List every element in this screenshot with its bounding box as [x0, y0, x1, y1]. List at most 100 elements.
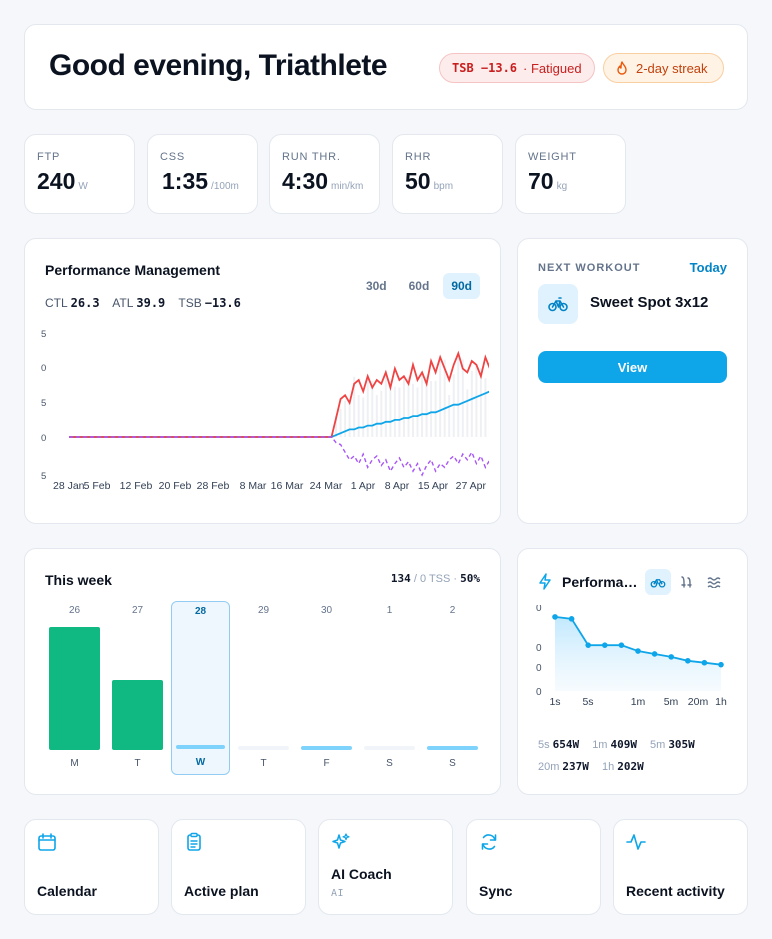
x-tick-label: 5s	[582, 696, 593, 708]
range-30d-button[interactable]: 30d	[365, 279, 387, 293]
pmc-chart: 28 Jan 5 Feb 12 Feb 20 Feb 28 Feb 8 Mar 16 Mar…	[41, 329, 489, 492]
day-column-f-30[interactable]: 30 F	[297, 601, 356, 775]
view-workout-button[interactable]: View	[538, 351, 727, 383]
x-tick-label: 15 Apr	[418, 480, 449, 492]
range-60d-button[interactable]: 60d	[408, 279, 430, 293]
power-curve-point	[718, 661, 724, 668]
metric-css[interactable]: CSS 1:35/100m	[147, 134, 258, 214]
tsb-line	[69, 436, 489, 477]
tss-bar	[407, 376, 410, 437]
tss-bar	[439, 357, 442, 437]
streak-badge: 2-day streak	[603, 53, 724, 83]
workout-date-link[interactable]: Today	[689, 260, 727, 275]
day-column-t-27[interactable]: 27 T	[108, 601, 167, 775]
page-title: Good evening, Triathlete	[49, 49, 388, 82]
quick-link-active-plan[interactable]: Active plan	[171, 819, 306, 915]
tss-bar	[412, 383, 414, 437]
x-tick-label: 20m	[688, 696, 709, 708]
x-tick-label: 1 Apr	[351, 480, 376, 492]
refresh-icon	[481, 834, 497, 850]
power-curve-title: Performance	[562, 574, 638, 590]
tss-bar	[366, 376, 369, 437]
x-tick-label: 12 Feb	[120, 480, 153, 492]
tss-bar	[461, 359, 464, 437]
flame-icon	[617, 61, 627, 75]
day-date: 26	[68, 605, 81, 616]
quick-link-calendar[interactable]: Calendar	[24, 819, 159, 915]
metric-label: RHR	[405, 151, 432, 163]
day-date: 28	[194, 606, 207, 617]
day-date: 2	[449, 605, 456, 616]
bike-icon	[538, 284, 578, 324]
atl-value: 39.9	[136, 296, 166, 310]
metric-run-threshold[interactable]: RUN THR. 4:30 min/km	[269, 134, 380, 214]
tss-bar	[470, 371, 473, 437]
greeting-header: Good evening, Triathlete TSB −13.6 · Fat…	[24, 24, 748, 110]
y-tick-label: 0	[536, 605, 542, 614]
y-tick-label: 0	[536, 687, 542, 698]
sport-swim-tab[interactable]	[701, 569, 727, 595]
tss-bar	[344, 400, 347, 437]
tsb-badge-value: TSB −13.6	[452, 61, 518, 75]
power-bests-row-2: 20m 237W 1h 202W	[538, 760, 644, 773]
metric-weight[interactable]: WEIGHT 70 kg	[515, 134, 626, 214]
metric-value: 50 bpm	[405, 168, 454, 194]
metric-label: CSS	[160, 151, 186, 163]
x-tick-label: 27 Apr	[456, 480, 487, 492]
quick-link-sync[interactable]: Sync	[466, 819, 601, 915]
day-column-t-29[interactable]: 29 T	[234, 601, 293, 775]
quick-link-ai-coach[interactable]: AI Coach AI	[318, 819, 453, 915]
power-curve-point	[685, 657, 691, 664]
y-tick-label: 0	[41, 363, 46, 374]
pmc-title: Performance Management	[45, 262, 221, 278]
tss-bar	[425, 376, 428, 437]
tss-bar	[443, 359, 446, 437]
power-curve-point	[618, 642, 625, 648]
quick-link-sublabel: AI	[331, 888, 345, 899]
day-of-week: T	[134, 758, 141, 769]
power-curve-chart: 0 0 0 0 1s 5s 1m 5m 20m 1h	[536, 605, 727, 708]
sport-run-tab[interactable]	[673, 569, 699, 595]
day-of-week: S	[386, 758, 393, 769]
x-tick-label: 24 Mar	[310, 480, 343, 492]
quick-link-label: AI Coach	[331, 866, 392, 882]
power-bests-row-1: 5s 654W 1m 409W 5m 305W	[538, 738, 695, 751]
day-of-week: W	[195, 757, 206, 768]
tss-bar	[380, 390, 383, 437]
tss-bar	[375, 395, 378, 437]
power-curve-point	[602, 642, 608, 648]
y-tick-label: 0	[536, 663, 542, 674]
swim-icon	[707, 577, 721, 588]
y-tick-label: 0	[41, 433, 46, 444]
metric-rhr[interactable]: RHR 50 bpm	[392, 134, 503, 214]
day-column-m-26[interactable]: 26 M	[45, 601, 104, 775]
day-of-week: S	[449, 758, 456, 769]
calendar-icon	[38, 833, 56, 851]
tss-bar	[457, 353, 460, 437]
next-workout-label: NEXT WORKOUT	[538, 262, 641, 274]
sport-bike-tab[interactable]	[645, 569, 671, 595]
tss-bar	[393, 386, 396, 437]
tss-bar	[353, 376, 356, 437]
tss-bar	[484, 378, 487, 437]
tss-bar	[402, 376, 405, 437]
power-curve-point	[568, 616, 575, 622]
day-of-week: F	[323, 758, 330, 769]
tss-bar	[466, 389, 469, 437]
range-90d-button[interactable]: 90d	[443, 273, 480, 299]
sparkles-icon	[332, 833, 350, 849]
metric-value: 1:35/100m	[162, 168, 239, 194]
quick-link-recent-activity[interactable]: Recent activity	[613, 819, 748, 915]
day-column-w-28[interactable]: 28 W	[171, 601, 230, 775]
quick-link-label: Recent activity	[626, 883, 725, 899]
workout-name: Sweet Spot 3x12	[590, 294, 709, 311]
x-tick-label: 28 Feb	[197, 480, 230, 492]
ctl-value: 26.3	[70, 296, 100, 310]
y-tick-label: 5	[41, 471, 46, 482]
day-of-week: T	[260, 758, 267, 769]
metric-ftp[interactable]: FTP 240 W	[24, 134, 135, 214]
tsb-status-badge: TSB −13.6 · Fatigued	[439, 53, 595, 83]
day-tss-bar	[301, 746, 352, 750]
